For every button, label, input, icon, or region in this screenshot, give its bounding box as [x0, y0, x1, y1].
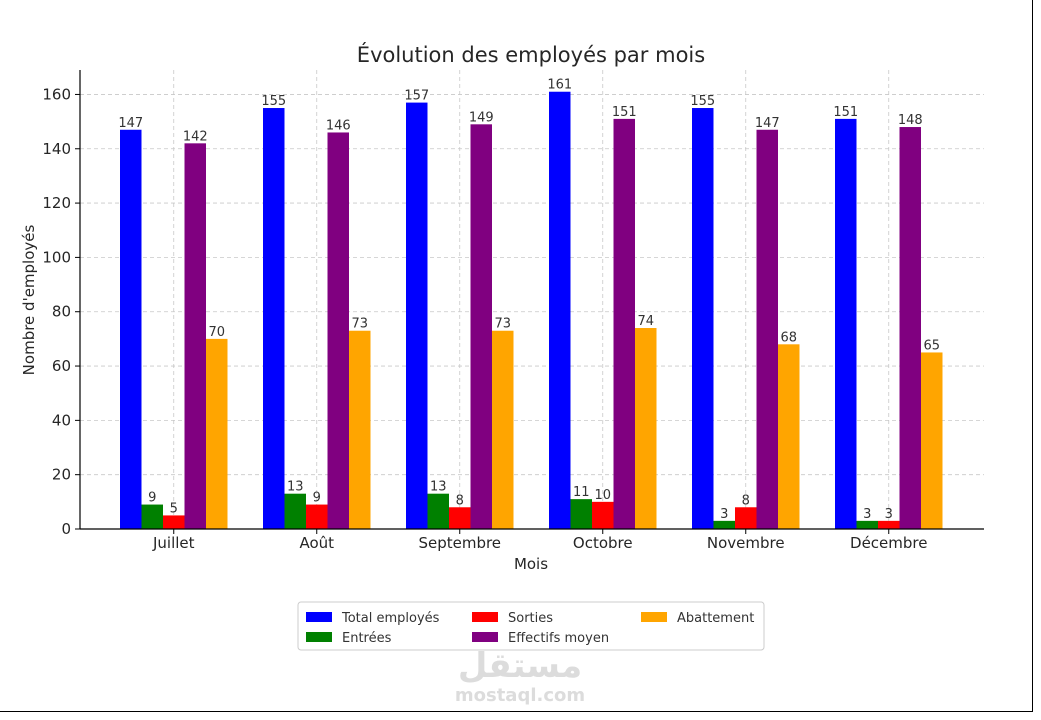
- bar-abattement: [635, 328, 657, 529]
- x-tick-label: Décembre: [850, 534, 927, 552]
- bar-value-label: 73: [494, 317, 511, 332]
- bar-value-label: 8: [456, 493, 464, 508]
- bar-abattement: [206, 338, 228, 529]
- bar-abattement: [349, 330, 371, 529]
- bar-entr-es: [141, 504, 163, 529]
- x-tick-label: Août: [299, 534, 334, 552]
- legend: Total employés Entrées Sorties Effectifs mo…: [297, 601, 765, 651]
- legend-label: Abattement: [677, 611, 754, 626]
- bar-entr-es: [856, 520, 878, 529]
- bar-value-label: 149: [469, 110, 494, 125]
- legend-swatch: [306, 612, 332, 622]
- y-tick-label: 20: [52, 466, 71, 484]
- y-tick-label: 160: [42, 85, 71, 103]
- bar-sorties: [878, 520, 900, 529]
- bar-value-label: 73: [351, 317, 368, 332]
- y-tick-label: 140: [42, 140, 71, 158]
- x-tick-label: Septembre: [418, 534, 501, 552]
- chart-title: Évolution des employés par mois: [357, 42, 705, 67]
- x-tick-label: Octobre: [573, 534, 633, 552]
- legend-swatch: [641, 612, 667, 622]
- bar-value-label: 148: [898, 113, 923, 128]
- bar-value-label: 70: [208, 325, 225, 340]
- bar-value-label: 74: [637, 314, 654, 329]
- bar-value-label: 151: [612, 105, 637, 120]
- watermark-arabic: مستقل: [458, 646, 582, 686]
- x-tick-label: Novembre: [707, 534, 785, 552]
- bar-value-label: 11: [573, 485, 590, 500]
- bar-value-label: 9: [148, 491, 156, 506]
- y-axis-label: Nombre d'employés: [20, 224, 38, 375]
- bar-effectifs-moyen: [327, 132, 349, 529]
- bar-effectifs-moyen: [184, 143, 206, 529]
- bar-total-employ-s: [549, 91, 571, 529]
- bar-value-label: 3: [720, 507, 728, 522]
- legend-swatch: [306, 632, 332, 642]
- bar-effectifs-moyen: [613, 118, 635, 529]
- legend-label: Sorties: [508, 611, 553, 626]
- bar-abattement: [492, 330, 514, 529]
- bar-value-label: 157: [404, 89, 429, 104]
- bar-sorties: [163, 515, 185, 529]
- y-tick-label: 100: [42, 248, 71, 266]
- bar-value-label: 9: [313, 491, 321, 506]
- y-tick-label: 0: [61, 520, 71, 538]
- bar-value-label: 142: [183, 129, 208, 144]
- bar-entr-es: [713, 520, 735, 529]
- x-tick-label: Juillet: [152, 534, 195, 552]
- legend-swatch: [472, 632, 498, 642]
- watermark-latin: mostaql.com: [455, 685, 585, 706]
- bar-total-employ-s: [263, 108, 285, 529]
- bar-value-label: 147: [118, 116, 143, 131]
- bar-value-label: 5: [170, 501, 178, 516]
- bar-value-label: 146: [326, 118, 351, 133]
- bar-value-label: 68: [780, 330, 797, 345]
- legend-label: Entrées: [342, 631, 392, 646]
- y-tick-label: 60: [52, 357, 71, 375]
- y-tick-label: 120: [42, 194, 71, 212]
- y-tick-label: 40: [52, 411, 71, 429]
- bar-value-label: 161: [547, 78, 572, 93]
- bar-entr-es: [570, 499, 592, 529]
- legend-label: Effectifs moyen: [508, 631, 609, 646]
- bar-value-label: 13: [430, 480, 447, 495]
- bar-total-employ-s: [406, 102, 428, 530]
- watermark: مستقل mostaql.com: [455, 646, 585, 706]
- bar-sorties: [735, 507, 757, 529]
- legend-label: Total employés: [341, 611, 440, 626]
- bar-effectifs-moyen: [756, 129, 778, 530]
- bar-sorties: [592, 501, 614, 529]
- bar-value-label: 147: [755, 116, 780, 131]
- bars: [120, 91, 943, 530]
- x-axis-label: Mois: [514, 555, 548, 573]
- bar-entr-es: [284, 493, 306, 529]
- bar-value-label: 13: [287, 480, 304, 495]
- bar-sorties: [449, 507, 471, 529]
- bar-total-employ-s: [120, 129, 142, 530]
- bar-value-label: 10: [594, 488, 611, 503]
- bar-value-label: 3: [863, 507, 871, 522]
- legend-swatch: [472, 612, 498, 622]
- bar-sorties: [306, 504, 328, 529]
- bar-total-employ-s: [835, 118, 857, 529]
- bar-value-label: 155: [690, 94, 715, 109]
- bar-value-label: 8: [742, 493, 750, 508]
- bar-value-label: 151: [833, 105, 858, 120]
- bar-abattement: [921, 352, 943, 529]
- y-tick-label: 80: [52, 303, 71, 321]
- bar-total-employ-s: [692, 108, 714, 529]
- bar-effectifs-moyen: [899, 127, 921, 530]
- bar-value-label: 65: [923, 338, 940, 353]
- bar-entr-es: [427, 493, 449, 529]
- gridlines: [80, 70, 984, 529]
- bar-effectifs-moyen: [470, 124, 492, 530]
- bar-value-label: 3: [885, 507, 893, 522]
- axes: 0 20 40 60 80 100 120 140 160 Juillet Août Septembr…: [42, 70, 984, 552]
- bar-abattement: [778, 344, 800, 529]
- bar-value-label: 155: [261, 94, 286, 109]
